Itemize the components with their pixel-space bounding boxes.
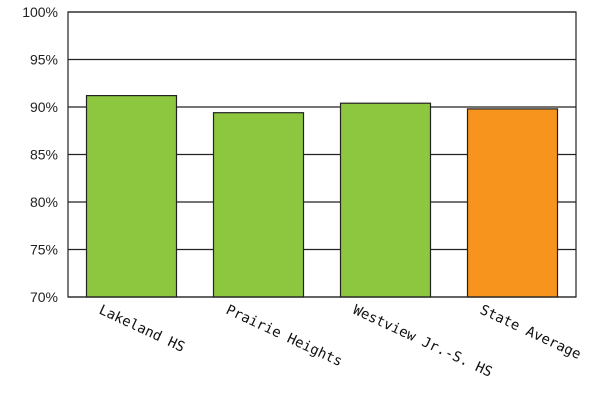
bar xyxy=(339,102,432,298)
bars xyxy=(85,94,559,298)
x-tick-label: Prairie Heights xyxy=(223,302,344,370)
y-tick-label: 70% xyxy=(30,289,58,305)
y-axis-tick-labels: 70% 75% 80% 85% 90% 95% 100% xyxy=(22,4,58,305)
x-tick-label: Westview Jr.-S. HS xyxy=(350,302,494,381)
plot-frame xyxy=(67,11,577,298)
bar xyxy=(466,108,559,298)
y-tick-label: 85% xyxy=(30,147,58,163)
y-tick-label: 95% xyxy=(30,52,58,68)
y-tick-label: 80% xyxy=(30,194,58,210)
bar xyxy=(212,112,305,298)
bar xyxy=(85,94,178,298)
x-tick-label: Lakeland HS xyxy=(96,302,187,356)
x-axis-tick-labels: Lakeland HS Prairie Heights Westview Jr.-S… xyxy=(96,302,583,381)
y-tick-label: 75% xyxy=(30,242,58,258)
y-tick-label: 90% xyxy=(30,99,58,115)
y-tick-label: 100% xyxy=(22,4,58,20)
x-tick-label: State Average xyxy=(477,302,583,363)
